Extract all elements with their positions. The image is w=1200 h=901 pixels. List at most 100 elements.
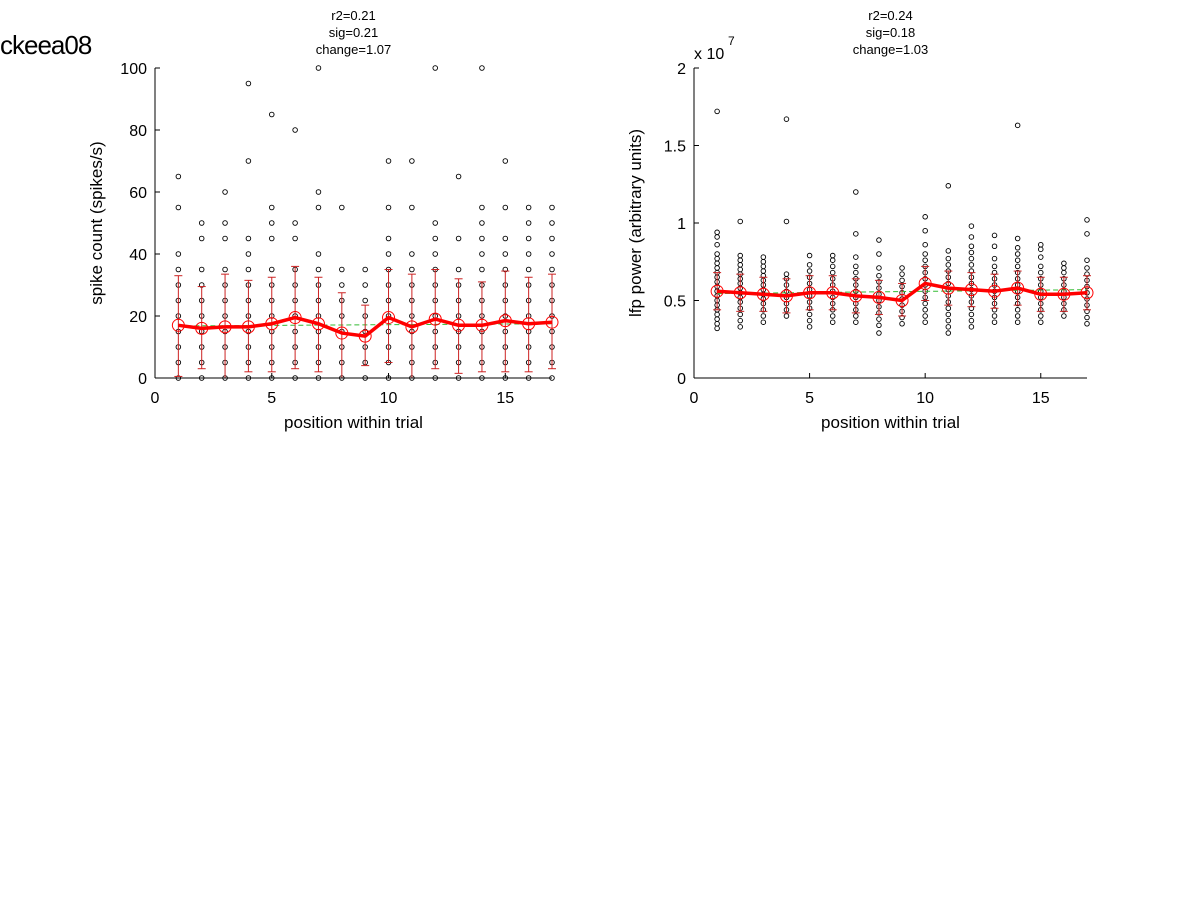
y-tick-label: 1.5 [664,139,686,156]
data-point [198,220,205,226]
data-point [806,262,813,268]
data-point [737,218,743,225]
y-tick-label: 2 [677,61,686,78]
data-point [991,263,998,270]
data-point [737,262,743,268]
data-point [1084,265,1090,271]
data-point [269,204,275,211]
data-point [222,266,228,273]
data-point [945,330,952,336]
mean-marker [218,320,232,334]
data-point [175,266,182,273]
x-tick-label: 10 [916,390,934,407]
data-point [409,204,415,211]
data-point [549,251,555,257]
data-point [991,313,998,319]
data-point [455,235,462,242]
data-point [1014,251,1021,257]
data-point [502,251,509,257]
mean-line [178,315,553,338]
data-point [292,235,298,242]
data-point [968,262,975,268]
data-point [991,255,998,262]
data-point [829,257,836,263]
data-point [432,251,438,257]
y-axis-label: spike count (spikes/s) [87,141,106,304]
data-point [315,266,322,273]
data-point [968,324,975,330]
data-point [853,189,859,195]
data-point [876,251,882,257]
data-point [876,265,882,271]
y-tick-label: 1 [677,216,686,233]
data-point [968,243,975,249]
mean-marker [522,317,536,331]
mean-marker [941,281,955,295]
y-tick-label: 0.5 [664,294,686,311]
data-point [945,248,952,254]
data-point [525,220,532,226]
data-point [409,158,415,164]
data-point [714,321,720,327]
data-point [922,227,928,234]
data-point [829,269,836,276]
data-point [991,232,998,239]
data-point [783,116,790,122]
data-point [899,321,905,327]
mean-marker [428,312,442,326]
data-point [922,300,928,307]
x-tick-label: 10 [380,390,398,407]
data-point [945,183,952,189]
data-point [876,322,882,329]
data-point [783,218,790,225]
data-point [760,319,767,325]
data-point [968,249,975,256]
data-point [1038,246,1044,253]
mean-marker [241,320,255,334]
data-point [714,260,720,267]
mean-marker [195,321,209,335]
data-point [945,305,952,312]
data-point [1084,321,1090,327]
data-point [899,265,905,271]
data-point [922,313,928,319]
data-point [339,282,345,288]
data-point [409,251,415,257]
data-point [315,65,322,71]
data-point [245,251,252,257]
data-point [806,311,813,318]
data-point [714,255,720,262]
data-point [829,319,836,325]
data-point [945,311,952,318]
y-axis-label: lfp power (arbitrary units) [626,129,645,317]
data-point [549,235,555,242]
data-point [760,263,767,270]
data-point [1038,263,1044,270]
data-point [760,254,767,260]
mean-marker [826,286,840,300]
data-point [549,220,555,226]
data-point [315,204,322,211]
data-point [385,251,392,257]
mean-marker [710,284,724,298]
data-point [198,235,205,242]
mean-marker [171,318,185,332]
y-tick-label: 0 [138,371,147,388]
data-point [945,255,952,262]
y-tick-label: 100 [120,61,147,78]
mean-marker [964,283,978,297]
data-point [714,325,720,332]
data-point [1038,313,1044,319]
data-point [922,251,928,257]
mean-marker [1057,287,1071,301]
mean-marker [288,311,302,325]
data-point [1084,257,1090,263]
data-point [479,251,485,257]
x-tick-label: 15 [1032,390,1050,407]
data-point [737,317,743,324]
data-point [245,266,252,273]
data-point [899,271,905,277]
mean-marker [849,289,863,303]
data-point [737,324,743,330]
data-point [922,257,928,263]
